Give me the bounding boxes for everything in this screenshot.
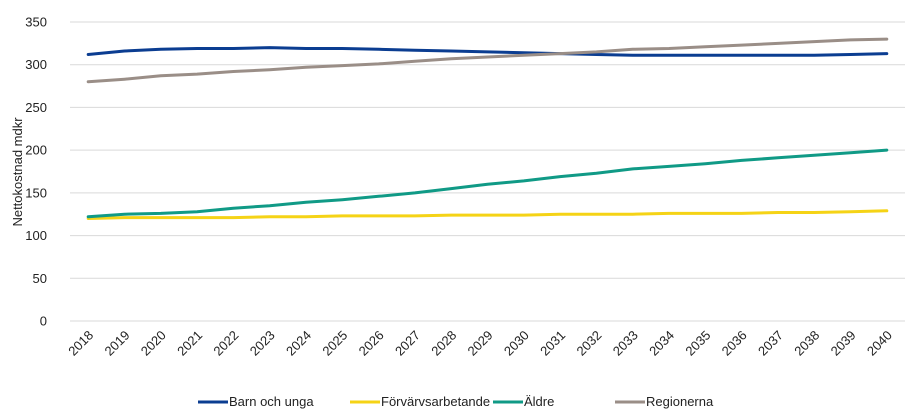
- x-tick-label: 2036: [719, 328, 750, 359]
- legend-label: Barn och unga: [229, 394, 314, 409]
- x-tick-label: 2019: [102, 328, 133, 359]
- legend-item: Barn och unga: [198, 394, 314, 409]
- series-line-2: [86, 209, 889, 220]
- y-tick-label: 300: [25, 57, 47, 72]
- series-line-4: [86, 37, 889, 84]
- legend-label: Regionerna: [646, 394, 714, 409]
- x-tick-label: 2028: [428, 328, 459, 359]
- series-line-3: [86, 148, 889, 219]
- x-tick-label: 2031: [537, 328, 568, 359]
- y-axis-ticks: 0 50 100 150 200 250 300 350: [25, 15, 47, 329]
- series-line-1: [86, 46, 889, 57]
- x-axis-ticks: 2018 2019 2020 2021 2022 2023 2024 2025 2026 2027…: [65, 328, 895, 359]
- x-tick-label: 2037: [755, 328, 786, 359]
- x-tick-label: 2022: [210, 328, 241, 359]
- legend-item: Förvärvsarbetande: [350, 394, 490, 409]
- x-tick-label: 2040: [864, 328, 895, 359]
- y-tick-label: 100: [25, 228, 47, 243]
- x-tick-label: 2039: [828, 328, 859, 359]
- y-tick-label: 150: [25, 185, 47, 200]
- x-tick-label: 2029: [465, 328, 496, 359]
- series-lines: [86, 37, 889, 220]
- legend-item: Regionerna: [615, 394, 714, 409]
- y-tick-label: 200: [25, 143, 47, 158]
- x-tick-label: 2038: [791, 328, 822, 359]
- x-tick-label: 2027: [392, 328, 423, 359]
- y-tick-label: 0: [40, 314, 47, 329]
- y-tick-label: 50: [33, 271, 47, 286]
- x-tick-label: 2021: [174, 328, 205, 359]
- gridlines: [70, 21, 905, 322]
- x-tick-label: 2034: [646, 328, 677, 359]
- y-axis-title: Nettokostnad mdkr: [10, 117, 25, 227]
- x-tick-label: 2026: [356, 328, 387, 359]
- x-tick-label: 2023: [247, 328, 278, 359]
- x-tick-label: 2032: [573, 328, 604, 359]
- x-tick-label: 2030: [501, 328, 532, 359]
- x-tick-label: 2020: [138, 328, 169, 359]
- legend-label: Förvärvsarbetande: [381, 394, 490, 409]
- y-tick-label: 350: [25, 15, 47, 30]
- x-tick-label: 2024: [283, 328, 314, 359]
- legend-label: Äldre: [524, 394, 554, 409]
- x-tick-label: 2035: [682, 328, 713, 359]
- y-tick-label: 250: [25, 100, 47, 115]
- x-tick-label: 2025: [319, 328, 350, 359]
- legend: Barn och unga Förvärvsarbetande Äldre Regio…: [198, 394, 714, 409]
- legend-item: Äldre: [493, 394, 554, 409]
- x-tick-label: 2018: [65, 328, 96, 359]
- x-tick-label: 2033: [610, 328, 641, 359]
